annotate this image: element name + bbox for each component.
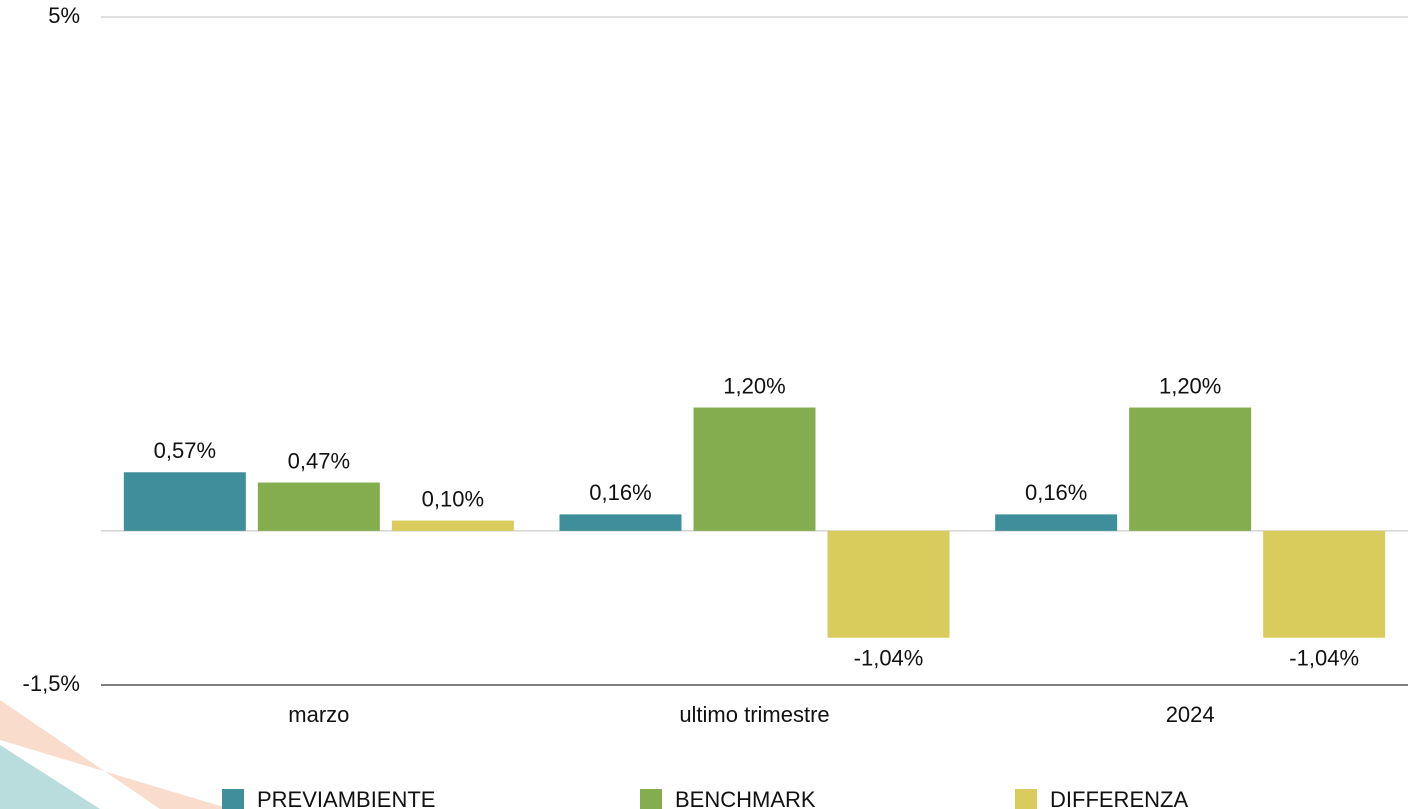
page: {"chart_data": {"type": "bar", "categori… xyxy=(0,0,1408,809)
value-label: -1,04% xyxy=(854,646,924,671)
legend-label: BENCHMARK xyxy=(675,787,816,809)
value-label: 1,20% xyxy=(723,373,785,398)
y-tick-label: 5% xyxy=(48,3,80,28)
legend-label: DIFFERENZA xyxy=(1050,787,1188,809)
bar xyxy=(124,472,246,531)
legend-swatch xyxy=(1015,789,1037,809)
chart: -1,5% 5% marzo 0,57% 0,47% 0,10% ultimo trimes… xyxy=(0,0,1408,809)
bar xyxy=(560,514,682,530)
bar xyxy=(828,531,950,638)
value-label: 0,10% xyxy=(422,486,484,511)
x-tick-label: marzo xyxy=(288,702,349,727)
y-tick-label: -1,5% xyxy=(23,671,80,696)
bar xyxy=(995,514,1117,530)
legend-label: PREVIAMBIENTE xyxy=(257,787,435,809)
x-tick-label: ultimo trimestre xyxy=(679,702,829,727)
bar xyxy=(392,521,514,531)
bar xyxy=(258,483,380,531)
legend-swatch xyxy=(640,789,662,809)
x-tick-label: 2024 xyxy=(1166,702,1215,727)
value-label: 0,47% xyxy=(288,448,350,473)
value-label: 0,16% xyxy=(589,480,651,505)
bar xyxy=(1263,531,1385,638)
legend-swatch xyxy=(222,789,244,809)
value-label: -1,04% xyxy=(1289,646,1359,671)
value-label: 0,57% xyxy=(154,438,216,463)
value-label: 0,16% xyxy=(1025,480,1087,505)
value-label: 1,20% xyxy=(1159,373,1221,398)
bar xyxy=(1129,408,1251,531)
bar xyxy=(694,408,816,531)
